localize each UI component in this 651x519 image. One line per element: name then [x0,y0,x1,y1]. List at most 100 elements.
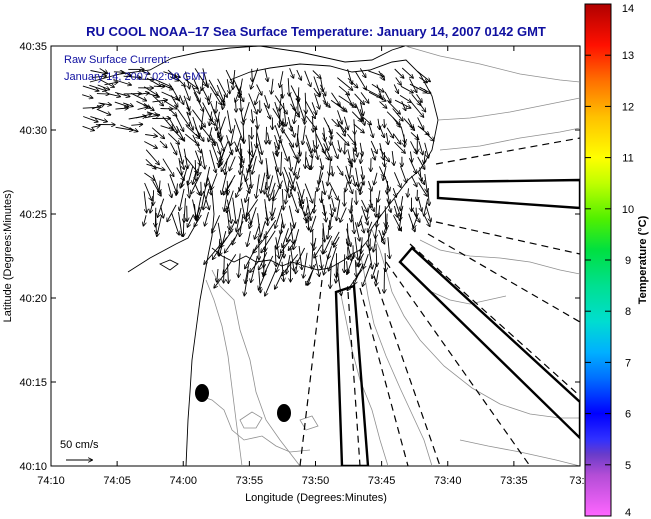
current-vector [386,127,393,138]
current-vector [354,93,365,105]
current-vector [235,86,242,102]
colorbar-tick-label: 9 [625,255,631,267]
current-vector [331,118,339,126]
current-vector [240,143,241,159]
current-vector [251,68,259,89]
current-vector [401,101,406,110]
current-vector [234,118,243,141]
current-vector [138,69,150,74]
current-vector [303,252,308,278]
current-vector [347,77,358,87]
current-vector [299,149,300,163]
current-timestamp: January 14, 2007 02:00 GMT [64,71,207,83]
current-vector [395,77,401,86]
current-vector [281,151,282,175]
current-vector [297,167,300,179]
current-vector [179,188,185,211]
current-vector [167,204,177,222]
current-vector [338,85,349,95]
current-vector [305,151,306,169]
current-vector [167,69,176,77]
current-vector [425,132,434,141]
current-vector [82,125,95,130]
current-vector [401,67,413,78]
current-vector [232,221,244,244]
current-vector [144,115,160,119]
current-vector [271,78,273,94]
current-vector [236,182,243,197]
current-vector [256,174,260,198]
current-vector [311,102,316,114]
current-vector [368,124,373,137]
current-vector [251,141,253,158]
current-vector [336,103,347,111]
x-tick-label: 73:50 [302,475,330,487]
current-vector [375,220,379,238]
current-vector [265,270,276,296]
current-vector [209,93,211,104]
current-vector [289,156,291,171]
scale-label: 50 cm/s [60,439,99,451]
current-vector [151,127,164,139]
current-vector [330,212,332,229]
current-vector [400,165,407,182]
x-tick-label: 74:10 [37,475,65,487]
current-vector [203,188,210,210]
current-vector [113,79,131,86]
current-vector [158,198,165,217]
current-vector [360,220,364,232]
current-vector [355,71,367,90]
current-vector [82,94,92,98]
current-vector [386,188,390,203]
current-vector [176,183,177,196]
current-vector [231,124,236,145]
current-vector [417,156,425,169]
current-vector [152,100,168,102]
current-vector [347,149,351,164]
current-vector [191,172,202,194]
current-vector [315,133,325,154]
current-vector [331,197,335,211]
current-vector [91,126,100,128]
current-vector [170,142,176,155]
current-vector [243,101,250,121]
current-vector [297,99,305,121]
current-vector [183,148,188,169]
current-vector [170,85,179,101]
current-vector [192,116,200,137]
current-vector [306,204,308,215]
buoy-marker [195,384,209,402]
current-vector [225,69,233,84]
current-vector [185,101,190,115]
current-vector [169,76,179,81]
colorbar-tick-label: 10 [622,204,634,216]
current-vector [239,253,241,278]
current-vector [144,182,152,200]
current-vector [253,237,266,253]
current-vector [167,133,179,144]
current-vector [359,101,363,116]
current-vector [115,126,133,130]
current-vector [363,87,380,97]
current-vector [324,235,333,253]
current-vector [363,263,372,286]
current-vector [143,103,154,111]
current-vector [424,151,426,164]
current-vector [89,84,106,90]
current-vector [358,215,363,227]
current-vector [274,95,287,114]
current-vector [355,260,356,277]
current-vector [305,134,312,153]
current-vector [295,181,303,204]
current-vector [248,93,257,114]
current-vector [321,190,322,203]
y-tick-label: 40:30 [19,125,47,137]
current-vector [323,223,325,242]
current-vector [376,198,377,217]
current-vector [176,167,185,181]
current-vector [179,94,184,104]
current-vector [350,158,353,179]
current-vector [130,92,146,100]
current-vector [370,140,377,153]
current-vector [82,107,101,108]
